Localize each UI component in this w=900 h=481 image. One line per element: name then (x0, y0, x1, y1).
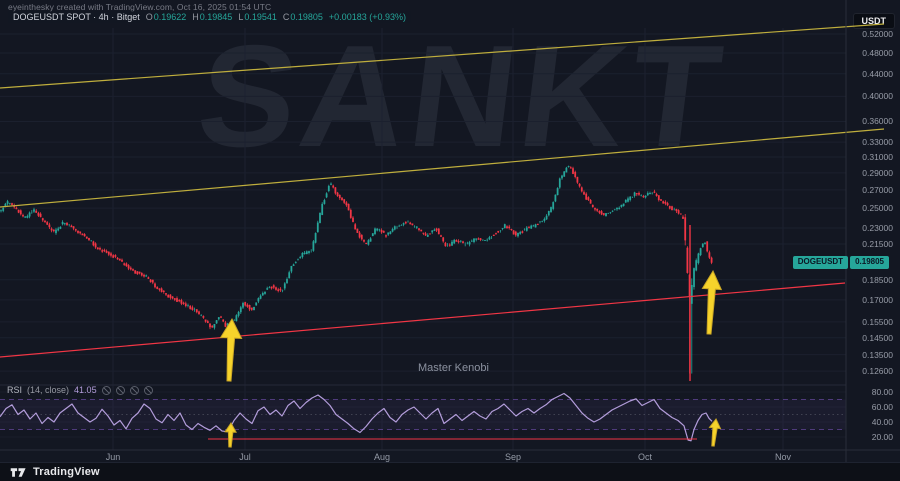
arrow-price-low-october[interactable] (701, 269, 723, 335)
tradingview-logo-icon (10, 467, 26, 477)
symbol-info-bar[interactable]: DOGEUSDT SPOT · 4h · Bitget O 0.19622 H 0.1… (8, 11, 411, 23)
trendline-support-red[interactable] (0, 282, 846, 358)
price-axis-label: 0.36000 (862, 116, 893, 127)
rsi-delete-icon[interactable] (129, 385, 139, 395)
last-price-symbol-badge: DOGEUSDT (792, 256, 849, 269)
ohlc-letter: C (282, 12, 290, 22)
price-axis-label: 0.25000 (862, 203, 893, 214)
ohlc-values: O 0.19622 H 0.19845 L 0.19541 C 0.19805 (146, 12, 323, 22)
pane-borders (0, 0, 900, 462)
price-axis-label: 0.23000 (862, 222, 893, 233)
trendline-upper-yellow[interactable] (0, 23, 885, 89)
candlestick-series (0, 165, 713, 374)
ohlc-value: 0.19845 (199, 12, 233, 22)
rsi-name: RSI (7, 385, 23, 395)
price-axis-label: 0.12600 (862, 366, 893, 377)
rsi-indicator-legend[interactable]: RSI (14, close) 41.05 (7, 385, 153, 395)
price-axis-label: 0.13500 (862, 349, 893, 360)
rsi-axis-label: 20.00 (871, 432, 893, 442)
rsi-band-fill (0, 399, 846, 430)
rsi-params: (14, close) (27, 385, 70, 395)
symbol-title: DOGEUSDT SPOT · 4h · Bitget (13, 12, 140, 22)
price-change: +0.00183 (+0.93%) (328, 12, 406, 22)
last-price-value-badge: 0.19805 (850, 256, 889, 269)
footer-brand-bar[interactable]: TradingView (0, 462, 900, 481)
time-axis-label: Jul (239, 452, 251, 462)
price-axis-label: 0.33000 (862, 137, 893, 148)
grid-layer (0, 28, 846, 450)
rsi-current-value: 41.05 (74, 385, 97, 395)
rsi-more-icon[interactable] (143, 385, 153, 395)
ohlc-value: 0.19622 (153, 12, 187, 22)
time-axis-label: Nov (774, 452, 792, 462)
time-axis-label: Aug (373, 452, 391, 462)
drawings-layer[interactable] (0, 23, 885, 448)
price-axis-label: 0.48000 (862, 48, 893, 59)
price-axis-label: 0.14500 (862, 332, 893, 343)
ohlc-c: C 0.19805 (283, 12, 323, 22)
time-axis-label: Jun (105, 452, 121, 462)
last-price-label: DOGEUSDT 0.19805 (792, 256, 889, 269)
rsi-settings-icon[interactable] (115, 385, 125, 395)
price-axis-label: 0.21500 (862, 239, 893, 250)
rsi-band-layer (0, 399, 846, 430)
price-axis-label: 0.44000 (862, 68, 893, 79)
rsi-axis-label: 40.00 (871, 417, 893, 427)
note-text-drawing[interactable]: Master Kenobi (418, 362, 489, 374)
rsi-visibility-icon[interactable] (101, 385, 111, 395)
arrow-price-low-june[interactable] (219, 317, 243, 382)
price-axis-label: 0.40000 (862, 91, 893, 102)
rsi-axis-label: 60.00 (871, 402, 893, 412)
ohlc-value: 0.19541 (244, 12, 277, 22)
tradingview-brand-text: TradingView (33, 466, 100, 478)
price-axis-label: 0.52000 (862, 29, 893, 39)
price-axis-label: 0.27000 (862, 184, 893, 195)
ohlc-letter: L (238, 12, 244, 22)
rsi-plot (0, 392, 713, 442)
export-credit-text: eyeinthesky created with TradingView.com… (8, 2, 272, 12)
price-axis-label: 0.15500 (862, 316, 893, 327)
arrow-rsi-low-june[interactable] (224, 422, 237, 448)
ohlc-o: O 0.19622 (146, 12, 187, 22)
rsi-axis-label: 80.00 (871, 387, 893, 397)
ohlc-h: H 0.19845 (192, 12, 232, 22)
price-axis-label: 0.17000 (862, 294, 893, 305)
ohlc-letter: O (145, 12, 153, 22)
ohlc-value: 0.19805 (290, 12, 323, 22)
trendline-lower-yellow[interactable] (0, 128, 885, 208)
ohlc-l: L 0.19541 (238, 12, 277, 22)
arrow-rsi-low-october[interactable] (708, 418, 722, 447)
time-axis-label: Oct (637, 452, 653, 462)
price-axis-label: 0.29000 (862, 167, 893, 178)
price-axis-label: 0.31000 (862, 152, 893, 162)
time-axis-label: Sep (504, 452, 522, 462)
ohlc-letter: H (192, 12, 199, 22)
price-axis-label: 0.18500 (862, 274, 893, 285)
rsi-line (0, 392, 713, 442)
